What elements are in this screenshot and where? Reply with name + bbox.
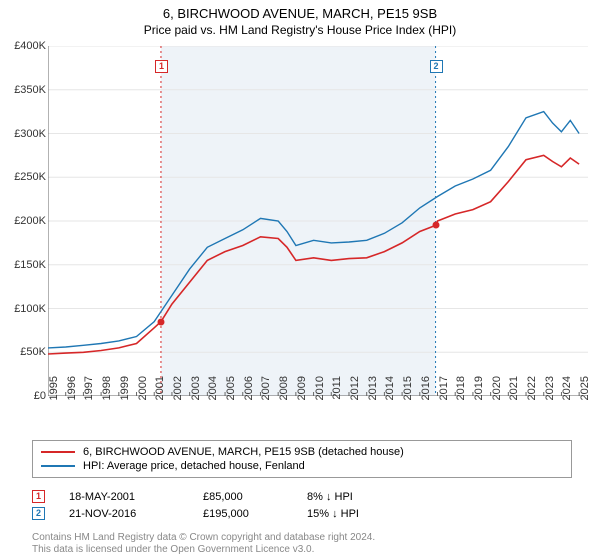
sale-diff: 15% ↓ HPI <box>307 508 427 520</box>
sale-price: £195,000 <box>203 508 283 520</box>
footer-line-1: Contains HM Land Registry data © Crown c… <box>32 532 572 544</box>
sale-marker-box: 2 <box>430 60 443 73</box>
chart-subtitle: Price paid vs. HM Land Registry's House … <box>0 21 600 41</box>
sale-marker-dot <box>432 222 439 229</box>
sale-row-marker: 1 <box>32 490 45 503</box>
chart-title: 6, BIRCHWOOD AVENUE, MARCH, PE15 9SB <box>0 0 600 21</box>
legend-item: HPI: Average price, detached house, Fenl… <box>41 459 563 473</box>
y-axis-tick: £250K <box>2 171 46 183</box>
chart-area: £0£50K£100K£150K£200K£250K£300K£350K£400… <box>48 46 588 396</box>
y-axis-tick: £50K <box>2 346 46 358</box>
line-chart <box>48 46 588 396</box>
y-axis-tick: £150K <box>2 259 46 271</box>
sale-row: 1 18-MAY-2001 £85,000 8% ↓ HPI <box>32 488 427 505</box>
sale-marker-dot <box>157 318 164 325</box>
y-axis-tick: £0 <box>2 390 46 402</box>
legend-item: 6, BIRCHWOOD AVENUE, MARCH, PE15 9SB (de… <box>41 445 563 459</box>
footer-line-2: This data is licensed under the Open Gov… <box>32 544 572 556</box>
legend-swatch <box>41 465 75 467</box>
y-axis-tick: £400K <box>2 40 46 52</box>
sale-marker-box: 1 <box>155 60 168 73</box>
y-axis-tick: £100K <box>2 303 46 315</box>
x-axis-tick: 2025 <box>579 376 600 416</box>
y-axis-tick: £300K <box>2 128 46 140</box>
sale-price: £85,000 <box>203 491 283 503</box>
footer-attribution: Contains HM Land Registry data © Crown c… <box>32 532 572 556</box>
y-axis-tick: £350K <box>2 84 46 96</box>
legend: 6, BIRCHWOOD AVENUE, MARCH, PE15 9SB (de… <box>32 440 572 478</box>
legend-label: HPI: Average price, detached house, Fenl… <box>83 460 305 472</box>
sale-date: 21-NOV-2016 <box>69 508 179 520</box>
sale-row-marker: 2 <box>32 507 45 520</box>
y-axis-tick: £200K <box>2 215 46 227</box>
sale-row: 2 21-NOV-2016 £195,000 15% ↓ HPI <box>32 505 427 522</box>
legend-label: 6, BIRCHWOOD AVENUE, MARCH, PE15 9SB (de… <box>83 446 404 458</box>
sale-diff: 8% ↓ HPI <box>307 491 427 503</box>
sale-date: 18-MAY-2001 <box>69 491 179 503</box>
sales-table: 1 18-MAY-2001 £85,000 8% ↓ HPI 2 21-NOV-2016 £… <box>0 488 427 522</box>
legend-swatch <box>41 451 75 453</box>
